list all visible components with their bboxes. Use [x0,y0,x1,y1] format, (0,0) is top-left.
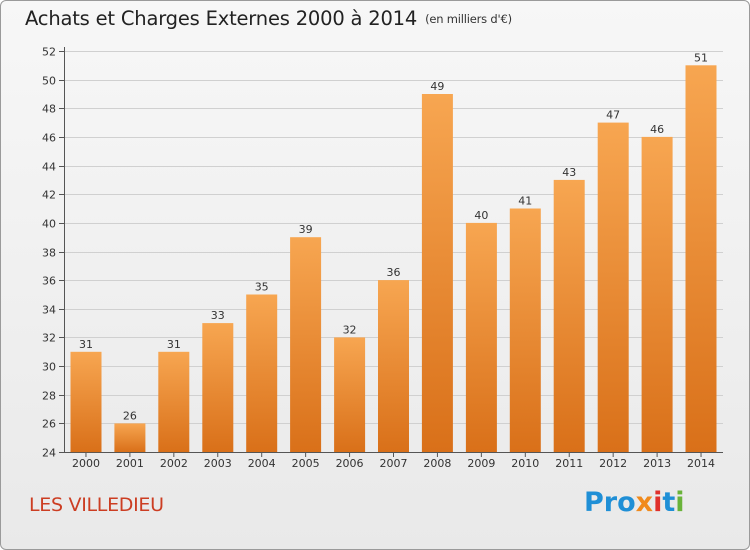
value-label: 43 [562,166,576,179]
y-tick-label: 32 [42,332,56,345]
x-tick-label: 2001 [116,457,144,470]
chart-title-text: Achats et Charges Externes 2000 à 2014 [25,7,418,30]
bar-2014 [685,65,717,453]
bar-2005 [290,237,322,452]
bar-2008 [421,94,453,452]
bar-2006 [334,337,366,452]
value-label: 31 [167,338,181,351]
chart-unit: (en milliers d'€) [425,12,512,26]
bar-2002 [158,351,190,453]
y-tick-label: 42 [42,189,56,202]
x-tick-label: 2011 [555,457,583,470]
bar-2000 [70,351,102,453]
x-tick-label: 2006 [336,457,364,470]
value-label: 32 [343,323,357,336]
y-tick-label: 24 [42,447,56,460]
value-label: 46 [650,123,664,136]
x-tick-label: 2013 [643,457,671,470]
value-label: 36 [387,266,401,279]
bar-2012 [597,122,629,452]
bar-2013 [641,136,673,452]
x-tick-label: 2003 [204,457,232,470]
y-tick-label: 52 [42,46,56,59]
bar-2003 [202,323,234,452]
value-label: 49 [430,80,444,93]
y-tick-label: 28 [42,390,56,403]
x-tick-label: 2000 [72,457,100,470]
axes: 24 26 28 30 32 34 36 38 40 42 44 46 48 50 52 2000 2001 20… [42,46,723,470]
x-tick-label: 2010 [511,457,539,470]
y-tick-label: 40 [42,218,56,231]
value-label: 33 [211,309,225,322]
bar-2009 [465,222,497,452]
x-tick-label: 2014 [687,457,715,470]
y-tick-label: 38 [42,247,56,260]
y-tick-label: 50 [42,75,56,88]
y-tick-label: 30 [42,361,56,374]
y-tick-label: 48 [42,103,56,116]
proxiti-logo: Proxiti [584,487,685,518]
bar-2010 [509,208,541,452]
x-tick-label: 2009 [467,457,495,470]
bar-2011 [553,179,585,452]
data-labels: 31 26 31 33 35 39 32 36 49 40 41 43 47 46 51 [79,51,708,422]
y-tick-label: 46 [42,132,56,145]
x-tick-label: 2002 [160,457,188,470]
chart-title: Achats et Charges Externes 2000 à 2014 (e… [25,7,512,30]
value-label: 39 [299,223,313,236]
x-tick-label: 2005 [292,457,320,470]
value-label: 31 [79,338,93,351]
y-tick-label: 44 [42,161,56,174]
value-label: 51 [694,51,708,64]
value-label: 40 [474,209,488,222]
value-label: 35 [255,280,269,293]
value-label: 47 [606,109,620,122]
y-tick-label: 26 [42,418,56,431]
y-tick-label: 34 [42,304,56,317]
x-tick-label: 2004 [248,457,276,470]
bars [70,65,717,453]
x-tick-label: 2012 [599,457,627,470]
value-label: 41 [518,195,532,208]
bar-2007 [378,280,409,452]
value-label: 26 [123,409,137,422]
x-tick-label: 2007 [380,457,408,470]
x-tick-label: 2008 [423,457,451,470]
bar-2004 [246,294,278,452]
bar-2001 [114,423,146,452]
place-name: LES VILLEDIEU [29,494,164,516]
y-tick-label: 36 [42,275,56,288]
